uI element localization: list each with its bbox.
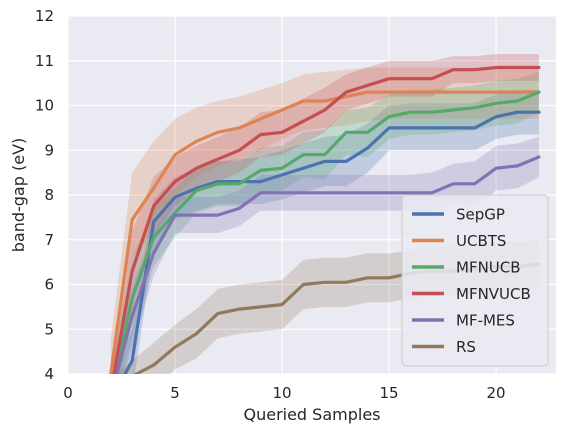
series-lines xyxy=(109,65,541,374)
legend-frame xyxy=(401,194,549,367)
legend-label-mfnucb: MFNUCB xyxy=(456,259,521,277)
legend-label-sepgp: SepGP xyxy=(456,206,505,224)
y-tick-label: 8 xyxy=(44,186,54,204)
legend: SepGP UCBTS MFNUCB MFNVUCB MF-MES RS xyxy=(401,194,549,367)
legend-label-mfnvucb: MFNVUCB xyxy=(456,285,531,303)
x-tick-label: 15 xyxy=(380,384,399,402)
line-mf-mes xyxy=(115,155,541,374)
y-tick-label: 5 xyxy=(44,320,54,338)
x-tick-label: 0 xyxy=(63,384,73,402)
legend-label-mf-mes: MF-MES xyxy=(456,312,515,330)
band-ucbts xyxy=(110,67,539,374)
y-tick-label: 6 xyxy=(44,276,54,294)
tick-labels: 0 5 10 15 20 4 5 6 7 8 9 10 11 12 xyxy=(35,7,506,402)
line-ucbts xyxy=(109,90,541,374)
x-tick-label: 5 xyxy=(170,384,180,402)
y-tick-label: 7 xyxy=(44,231,54,249)
y-tick-label: 11 xyxy=(35,52,54,70)
y-tick-label: 9 xyxy=(44,141,54,159)
y-tick-label: 10 xyxy=(35,97,54,115)
y-axis-label: band-gap (eV) xyxy=(9,138,28,253)
line-sepgp xyxy=(123,110,541,374)
legend-label-rs: RS xyxy=(456,338,476,356)
line-mfnvucb xyxy=(112,65,541,374)
y-tick-label: 12 xyxy=(35,7,54,25)
line-mfnucb xyxy=(114,90,541,374)
legend-label-ucbts: UCBTS xyxy=(456,232,506,250)
y-tick-label: 4 xyxy=(44,365,54,383)
x-axis-label: Queried Samples xyxy=(243,405,380,424)
x-tick-label: 20 xyxy=(487,384,506,402)
band-mfnvucb xyxy=(110,54,539,374)
x-tick-label: 10 xyxy=(272,384,291,402)
